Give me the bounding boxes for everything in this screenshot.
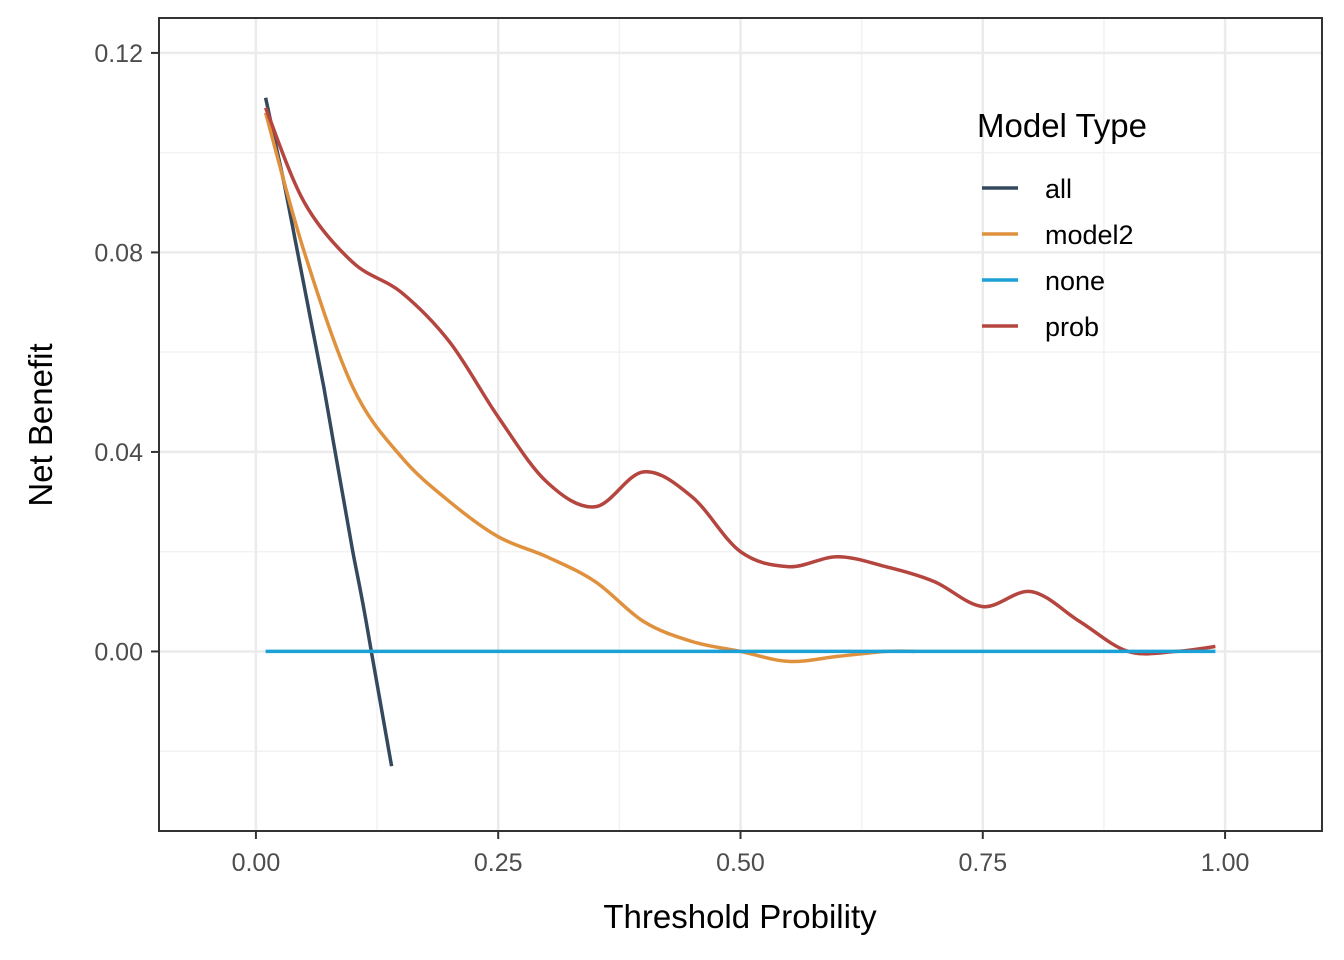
y-axis-title: Net Benefit: [22, 343, 59, 506]
x-axis-title: Threshold Probility: [603, 898, 877, 935]
legend-label-all: all: [1045, 174, 1072, 204]
legend-label-model2: model2: [1045, 220, 1134, 250]
x-axis: 0.00 0.25 0.50 0.75 1.00: [232, 831, 1250, 877]
series-line-prob: [263, 107, 1216, 656]
x-tick-label: 0.25: [474, 849, 523, 877]
y-tick-label: 0.00: [94, 638, 143, 666]
legend-label-none: none: [1045, 266, 1105, 296]
y-tick-label: 0.12: [94, 40, 143, 68]
y-tick-label: 0.08: [94, 239, 143, 267]
series-layer: [263, 97, 1216, 767]
legend-title: Model Type: [977, 107, 1147, 144]
legend: Model Type all model2 none prob: [977, 107, 1147, 342]
x-tick-label: 1.00: [1201, 849, 1250, 877]
x-tick-label: 0.75: [958, 849, 1007, 877]
y-axis: 0.00 0.04 0.08 0.12: [94, 40, 159, 666]
legend-label-prob: prob: [1045, 312, 1099, 342]
x-tick-label: 0.50: [716, 849, 765, 877]
series-line-model2: [263, 112, 915, 664]
y-tick-label: 0.04: [94, 439, 143, 467]
legend-items: all model2 none prob: [982, 174, 1134, 342]
x-tick-label: 0.00: [232, 849, 281, 877]
